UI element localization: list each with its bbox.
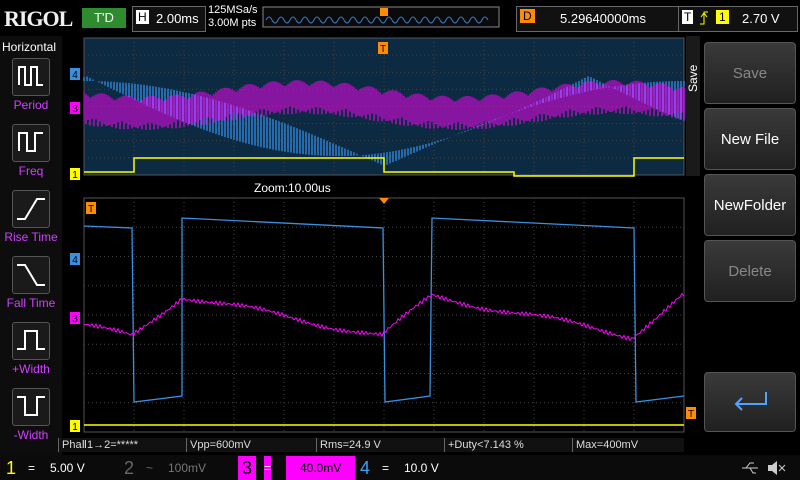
ch4-marker: 4 bbox=[72, 70, 78, 81]
menu-button[interactable]: Save bbox=[704, 42, 796, 104]
measurement: +Duty<7.143 % bbox=[444, 438, 572, 452]
trigger-marker: T bbox=[380, 44, 386, 55]
left-menu bbox=[0, 36, 62, 456]
ch3-overview bbox=[83, 80, 685, 130]
menu-item[interactable]: +Width bbox=[12, 362, 50, 376]
ch1-overview bbox=[84, 157, 684, 177]
trigger-box bbox=[678, 6, 798, 32]
trigger-marker-bg bbox=[686, 407, 696, 419]
ch3-marker-bg bbox=[70, 312, 80, 324]
sample-rate: 125MSa/s bbox=[208, 4, 258, 16]
ch1-marker: 1 bbox=[72, 422, 78, 433]
measurement: PhaⅡ1→2=***** bbox=[58, 438, 186, 452]
delay-label: D bbox=[520, 9, 535, 23]
delay-box bbox=[516, 6, 698, 32]
menu-button[interactable]: New File bbox=[704, 108, 796, 170]
back-button[interactable] bbox=[704, 372, 796, 432]
trigger-marker: T bbox=[688, 409, 694, 420]
ch1-marker: 1 bbox=[72, 170, 78, 181]
ch4-marker-bg bbox=[70, 68, 80, 80]
memory-depth: 3.00M pts bbox=[208, 17, 257, 29]
channel-scale[interactable]: 5.00 V bbox=[50, 461, 85, 475]
ch3-marker: 3 bbox=[72, 104, 78, 115]
trigger-marker-bg bbox=[378, 42, 388, 54]
memory-overview bbox=[262, 6, 500, 28]
zoom-label: Zoom:10.00us bbox=[254, 181, 331, 195]
menu-title: Horizontal bbox=[2, 40, 57, 54]
ch3-marker: 3 bbox=[72, 314, 78, 325]
channel-number[interactable]: 4 bbox=[359, 458, 370, 478]
trigger-label: T bbox=[682, 10, 694, 24]
channel-number[interactable]: 1 bbox=[5, 458, 16, 478]
menu-button[interactable]: NewFolder bbox=[704, 174, 796, 236]
waveform-display: 431TT431TT bbox=[70, 37, 696, 433]
ch1-marker-bg bbox=[70, 168, 80, 180]
timebase: 2.00ms bbox=[156, 11, 199, 26]
menu-item[interactable]: -Width bbox=[13, 428, 49, 442]
right-menu-title: Save bbox=[686, 64, 700, 92]
menu-icon[interactable] bbox=[12, 388, 50, 426]
measurement: Vpp=600mV bbox=[186, 438, 316, 452]
menu-icon[interactable] bbox=[12, 190, 50, 228]
ch4-trace bbox=[83, 217, 685, 403]
ch4-marker: 4 bbox=[72, 255, 78, 266]
trigger-level: 2.70 V bbox=[742, 11, 780, 26]
menu-icon[interactable] bbox=[12, 322, 50, 360]
menu-item[interactable]: Period bbox=[13, 98, 49, 112]
ch4-marker-bg bbox=[70, 253, 80, 265]
delay: 5.29640000ms bbox=[560, 11, 647, 26]
ch3-marker-bg bbox=[70, 102, 80, 114]
trigger-slope bbox=[700, 11, 708, 25]
channel-scale[interactable]: 100mV bbox=[168, 461, 207, 475]
channel-scale[interactable]: 10.0 V bbox=[404, 461, 439, 475]
measurement: Rms=24.9 V bbox=[316, 438, 444, 452]
channel-coupling[interactable]: = bbox=[28, 461, 36, 475]
channel-coupling[interactable]: = bbox=[382, 461, 390, 475]
trigger-marker-bg bbox=[86, 202, 96, 214]
channel-number[interactable]: 2 bbox=[123, 458, 134, 478]
channel-coupling[interactable]: ~ bbox=[146, 461, 154, 475]
usb-speaker-icons bbox=[742, 461, 786, 475]
right-menu-tab bbox=[686, 36, 700, 176]
logo: RIGOL bbox=[4, 6, 73, 31]
menu-icon[interactable] bbox=[12, 58, 50, 96]
trigger-source: 1 bbox=[716, 10, 729, 24]
menu-item[interactable]: Freq bbox=[18, 164, 44, 178]
trigger-marker: T bbox=[88, 204, 94, 215]
menu-icon[interactable] bbox=[12, 124, 50, 162]
trigger-pointer bbox=[379, 198, 389, 204]
timebase-label: H bbox=[136, 10, 149, 24]
menu-button[interactable]: Delete bbox=[704, 240, 796, 302]
channel-bar bbox=[0, 455, 800, 480]
menu-item[interactable]: Rise Time bbox=[4, 230, 58, 244]
menu-item[interactable]: Fall Time bbox=[6, 296, 56, 310]
channel-number[interactable]: 3 bbox=[238, 456, 256, 480]
ch3-trace bbox=[83, 292, 685, 342]
run-status: T'D bbox=[82, 8, 126, 28]
menu-icon[interactable] bbox=[12, 256, 50, 294]
ch1-marker-bg bbox=[70, 420, 80, 432]
channel-scale[interactable]: 40.0mV bbox=[286, 456, 356, 480]
channel-coupling[interactable]: = bbox=[264, 456, 272, 480]
measurement: Max=400mV bbox=[572, 438, 684, 452]
